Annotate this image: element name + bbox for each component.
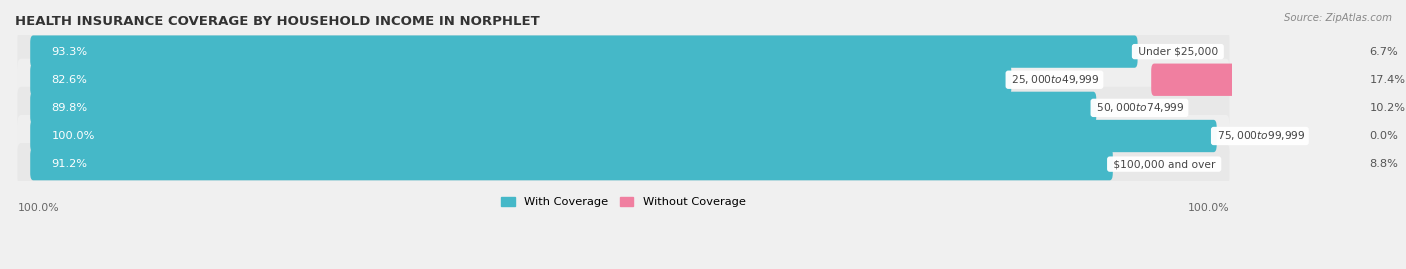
FancyBboxPatch shape [1278, 36, 1362, 68]
FancyBboxPatch shape [17, 59, 1229, 101]
Text: 17.4%: 17.4% [1369, 75, 1406, 85]
FancyBboxPatch shape [30, 63, 1011, 96]
Text: 6.7%: 6.7% [1369, 47, 1398, 56]
FancyBboxPatch shape [30, 36, 1137, 68]
FancyBboxPatch shape [30, 148, 1112, 180]
Text: $50,000 to $74,999: $50,000 to $74,999 [1094, 101, 1185, 114]
FancyBboxPatch shape [30, 92, 1097, 124]
FancyBboxPatch shape [1253, 148, 1362, 180]
FancyBboxPatch shape [17, 143, 1229, 185]
Text: 82.6%: 82.6% [52, 75, 87, 85]
FancyBboxPatch shape [17, 87, 1229, 129]
Text: Source: ZipAtlas.com: Source: ZipAtlas.com [1284, 13, 1392, 23]
FancyBboxPatch shape [1357, 120, 1362, 152]
Text: 100.0%: 100.0% [52, 131, 94, 141]
Text: 10.2%: 10.2% [1369, 103, 1406, 113]
Text: 0.0%: 0.0% [1369, 131, 1398, 141]
FancyBboxPatch shape [30, 120, 1216, 152]
Text: 93.3%: 93.3% [52, 47, 87, 56]
Text: 91.2%: 91.2% [52, 159, 87, 169]
FancyBboxPatch shape [1152, 63, 1362, 96]
Text: $25,000 to $49,999: $25,000 to $49,999 [1008, 73, 1101, 86]
Text: 100.0%: 100.0% [1188, 203, 1229, 213]
FancyBboxPatch shape [17, 30, 1229, 73]
Text: 100.0%: 100.0% [17, 203, 59, 213]
Text: HEALTH INSURANCE COVERAGE BY HOUSEHOLD INCOME IN NORPHLET: HEALTH INSURANCE COVERAGE BY HOUSEHOLD I… [15, 15, 540, 28]
Text: 89.8%: 89.8% [52, 103, 87, 113]
Text: Under $25,000: Under $25,000 [1135, 47, 1222, 56]
Legend: With Coverage, Without Coverage: With Coverage, Without Coverage [496, 192, 749, 212]
Text: 8.8%: 8.8% [1369, 159, 1398, 169]
FancyBboxPatch shape [1236, 92, 1362, 124]
Text: $75,000 to $99,999: $75,000 to $99,999 [1213, 129, 1306, 143]
Text: $100,000 and over: $100,000 and over [1109, 159, 1219, 169]
FancyBboxPatch shape [17, 115, 1229, 157]
